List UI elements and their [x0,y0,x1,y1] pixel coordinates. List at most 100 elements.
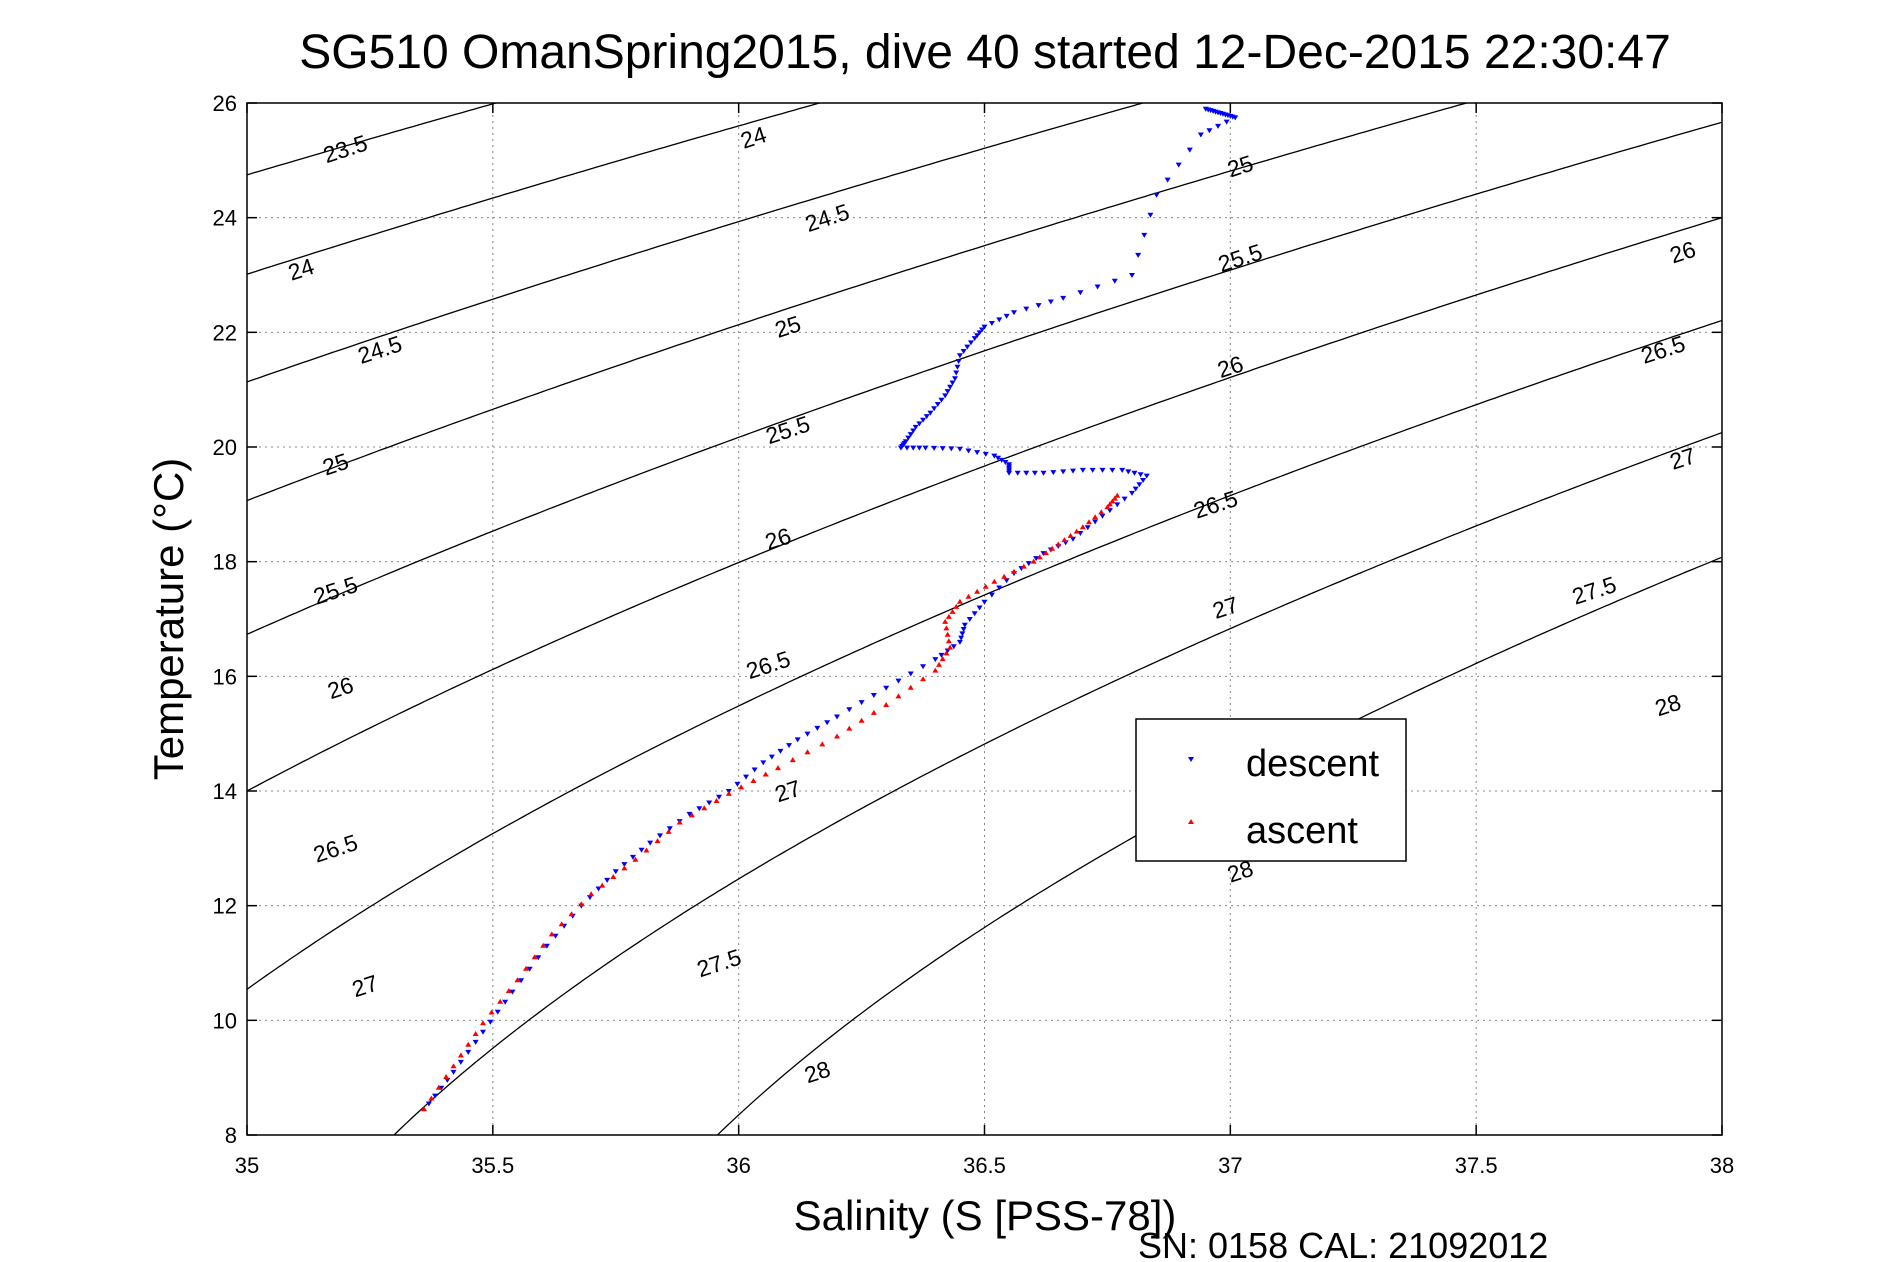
descent-point [944,389,951,395]
descent-point [988,321,995,327]
descent-point [1060,295,1067,301]
descent-point [696,806,703,812]
descent-point [1132,486,1139,492]
descent-point [1215,123,1222,129]
descent-point [976,605,983,611]
descent-point [457,1059,464,1065]
descent-point [923,414,930,420]
ascent-point [1085,519,1092,525]
descent-point [1025,561,1032,567]
descent-point [1136,482,1143,488]
descent-point [1109,467,1116,473]
descent-point [480,1029,486,1035]
x-tick-label: 35.5 [471,1153,514,1178]
descent-point [907,671,914,677]
descent-point [939,446,946,452]
descent-point [1089,467,1096,473]
legend-ascent-label: ascent [1246,810,1358,852]
descent-point [1129,273,1135,278]
descent-point [638,847,645,853]
ascent-point [943,650,950,656]
descent-point [518,978,525,984]
descent-point [794,737,801,743]
chart-title: SG510 OmanSpring2015, dive 40 started 12… [299,26,1671,79]
descent-point [657,833,663,839]
legend-descent-marker [1188,757,1194,762]
legend-box [1135,718,1407,862]
descent-point [509,989,516,995]
series-ascent [421,492,1121,1112]
ascent-point [895,693,902,699]
descent-point [1079,467,1086,473]
y-tick-label: 26 [213,91,237,116]
descent-point [526,966,533,972]
ascent-point [1061,537,1068,543]
ascent-point [599,882,606,888]
ascent-point [540,942,547,948]
descent-point [814,725,821,731]
ascent-point [1111,495,1118,501]
descent-point [595,886,602,892]
data-series [421,106,1239,1112]
ascent-point [428,1095,435,1101]
descent-point [974,450,981,456]
descent-point [1197,132,1204,138]
ascent-point [1092,514,1099,520]
descent-point [1186,147,1193,153]
descent-point [1111,278,1118,284]
descent-point [1084,525,1091,531]
ascent-point [932,667,939,673]
ascent-point [858,717,865,723]
ascent-point [548,931,555,937]
descent-point [1033,556,1040,562]
ascent-point [883,702,890,707]
ascent-point [804,749,811,755]
descent-point [666,826,673,832]
isopycnal-line [247,103,1469,502]
ascent-point [443,1073,450,1079]
isopycnal-line [247,103,499,176]
ascent-point [936,661,943,667]
descent-point [1023,470,1030,476]
descent-point [910,445,917,451]
descent-point [916,421,923,427]
descent-point [1135,252,1142,258]
descent-point [1119,467,1126,473]
density-contours [247,103,1722,1135]
y-tick-label: 12 [213,894,237,919]
axis-ticks: 35 35.5 36 36.5 37 37.5 38 8 10 12 14 16 18 20 22 24 26 [213,91,1735,1178]
ascent-point [514,977,521,983]
ascent-point [762,771,769,777]
descent-point [1070,536,1076,542]
descent-point [1023,306,1030,312]
descent-point [604,877,611,883]
descent-point [950,644,957,650]
y-tick-label: 10 [213,1008,237,1033]
descent-point [956,446,963,452]
descent-point [932,657,939,663]
x-tick-label: 36 [726,1153,750,1178]
ascent-point [789,757,796,763]
descent-point [1106,508,1113,514]
descent-point [1143,473,1150,479]
descent-point [1131,470,1138,476]
descent-point [976,330,983,336]
ascent-point [1104,504,1111,510]
descent-point [995,455,1002,461]
ascent-point [643,847,650,853]
descent-point [897,445,904,451]
descent-point [450,1069,457,1075]
ascent-point [949,608,956,614]
ascent-point [965,593,972,599]
descent-point [1002,460,1009,466]
descent-point [1011,310,1017,316]
legend: descent ascent [1135,718,1407,862]
ascent-point [991,578,998,584]
descent-point [920,664,927,670]
ascent-point [688,812,695,818]
descent-point [971,336,978,342]
ascent-point [1036,554,1043,560]
ascent-point [558,921,565,927]
ascent-point [1011,568,1017,574]
descent-point [958,635,965,641]
